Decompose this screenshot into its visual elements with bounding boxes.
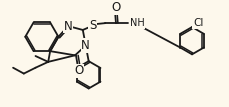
- Text: Cl: Cl: [192, 18, 202, 28]
- Text: S: S: [88, 19, 96, 32]
- Text: N: N: [63, 20, 72, 33]
- Text: N: N: [81, 39, 90, 52]
- Text: O: O: [74, 64, 83, 77]
- Text: O: O: [111, 1, 120, 14]
- Text: NH: NH: [129, 18, 144, 28]
